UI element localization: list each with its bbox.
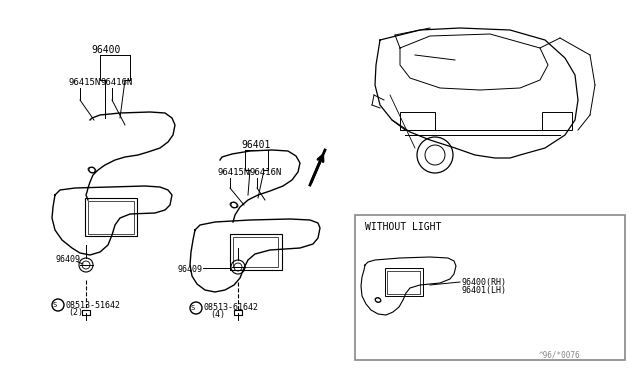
- Text: (2): (2): [68, 308, 83, 317]
- Bar: [385, 268, 423, 296]
- Bar: [400, 112, 435, 130]
- Text: 96401: 96401: [241, 140, 271, 150]
- Text: 96400(RH): 96400(RH): [462, 278, 507, 286]
- Bar: [233, 237, 278, 267]
- Text: 96415N: 96415N: [218, 167, 250, 176]
- Text: (4): (4): [210, 311, 225, 320]
- Bar: [230, 234, 282, 270]
- Text: S: S: [191, 305, 195, 311]
- Text: ^96/*0076: ^96/*0076: [539, 350, 581, 359]
- Text: 08513-51642: 08513-51642: [65, 301, 120, 310]
- Bar: [387, 271, 420, 294]
- Bar: [355, 215, 625, 360]
- Text: 96415N: 96415N: [68, 77, 100, 87]
- Text: 08513-61642: 08513-61642: [203, 304, 258, 312]
- Bar: [88, 201, 134, 234]
- Text: WITHOUT LIGHT: WITHOUT LIGHT: [365, 222, 442, 232]
- Bar: [234, 310, 242, 315]
- Text: 96401(LH): 96401(LH): [462, 285, 507, 295]
- Bar: [542, 112, 572, 130]
- Bar: [85, 198, 137, 236]
- Text: S: S: [53, 302, 57, 308]
- Bar: [82, 310, 90, 315]
- Text: 96409: 96409: [178, 266, 203, 275]
- Text: 96416N: 96416N: [250, 167, 282, 176]
- Text: 96416N: 96416N: [100, 77, 132, 87]
- Text: 96409: 96409: [55, 256, 80, 264]
- Text: 96400: 96400: [92, 45, 121, 55]
